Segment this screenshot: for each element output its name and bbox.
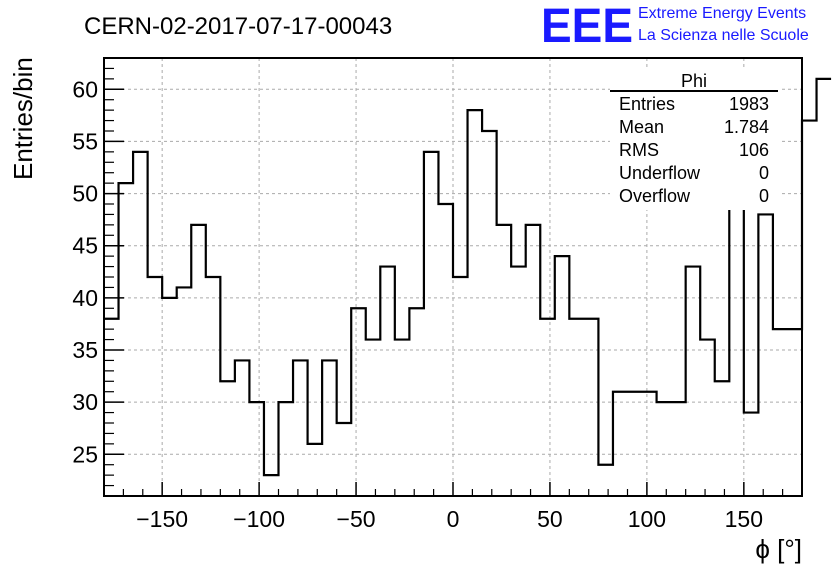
histogram-bin bbox=[584, 319, 599, 496]
histogram-bin bbox=[279, 402, 294, 496]
histogram-bin bbox=[191, 225, 206, 496]
histogram-bin bbox=[671, 402, 686, 496]
histogram-bin bbox=[598, 465, 613, 496]
stats-value-entries: 1983 bbox=[729, 94, 769, 114]
histogram-bin bbox=[758, 214, 773, 496]
stats-label-entries: Entries bbox=[619, 94, 675, 114]
histogram-bin bbox=[628, 392, 643, 496]
histogram-bin bbox=[511, 267, 526, 496]
histogram-bin bbox=[729, 162, 744, 496]
histogram-bin bbox=[380, 267, 395, 496]
plot-title: CERN-02-2017-07-17-00043 bbox=[84, 13, 392, 40]
histogram-bin bbox=[468, 110, 483, 496]
histogram-bin bbox=[438, 204, 453, 496]
stats-label-underflow: Underflow bbox=[619, 163, 701, 183]
histogram-bin bbox=[526, 225, 541, 496]
histogram-bin bbox=[744, 413, 759, 496]
histogram-bin bbox=[657, 402, 672, 496]
stats-box-background bbox=[610, 70, 780, 210]
histogram-bin bbox=[337, 423, 352, 496]
y-tick-label: 50 bbox=[72, 181, 98, 207]
histogram-bin bbox=[773, 329, 788, 496]
x-tick-label: −50 bbox=[337, 506, 376, 532]
histogram-bin bbox=[482, 131, 497, 496]
plot-frame bbox=[103, 57, 803, 497]
histogram-bin bbox=[235, 360, 250, 496]
y-tick-labels: 25 30 35 40 45 50 55 60 bbox=[72, 76, 98, 467]
x-tick-label: −100 bbox=[233, 506, 285, 532]
histogram-bin bbox=[715, 381, 730, 496]
histogram-bin bbox=[366, 340, 381, 496]
histogram-bin bbox=[148, 277, 163, 496]
histogram-bin bbox=[787, 329, 802, 496]
histogram-bin bbox=[642, 392, 657, 496]
histogram-outline bbox=[104, 77, 832, 477]
stats-label-mean: Mean bbox=[619, 117, 664, 137]
y-tick-label: 55 bbox=[72, 128, 98, 154]
histogram-bin bbox=[308, 444, 323, 496]
y-tick-label: 45 bbox=[72, 233, 98, 259]
histogram-bin bbox=[220, 381, 235, 496]
histogram-bin bbox=[424, 152, 439, 496]
y-tick-label: 35 bbox=[72, 337, 98, 363]
histogram-bin bbox=[700, 340, 715, 496]
logo-line-2: La Scienza nelle Scuole bbox=[638, 27, 809, 44]
histogram-bin bbox=[104, 319, 119, 496]
stats-value-rms: 106 bbox=[739, 140, 769, 160]
y-tick-label: 25 bbox=[72, 441, 98, 467]
y-axis-title: Entries/bin bbox=[8, 57, 38, 180]
y-tick-label: 60 bbox=[72, 76, 98, 102]
axis-ticks bbox=[103, 67, 803, 496]
x-tick-label: 100 bbox=[628, 506, 666, 532]
histogram-bin bbox=[395, 340, 410, 496]
histogram-bin bbox=[613, 392, 628, 496]
histogram-bin bbox=[817, 79, 832, 496]
stats-value-mean: 1.784 bbox=[724, 117, 769, 137]
histogram-bin bbox=[322, 360, 337, 496]
x-tick-label: 150 bbox=[725, 506, 763, 532]
histogram-bin bbox=[249, 402, 264, 496]
histogram-bin bbox=[540, 319, 555, 496]
histogram-bin bbox=[162, 298, 177, 496]
stats-box-title: Phi bbox=[681, 71, 707, 91]
x-tick-label: 0 bbox=[447, 506, 460, 532]
histogram-bin bbox=[686, 267, 701, 496]
stats-label-overflow: Overflow bbox=[619, 186, 691, 206]
stats-value-underflow: 0 bbox=[759, 163, 769, 183]
histogram-bin bbox=[264, 475, 279, 496]
histogram-bin bbox=[293, 360, 308, 496]
histogram-bin bbox=[409, 308, 424, 496]
histogram-bin bbox=[351, 308, 366, 496]
y-tick-label: 30 bbox=[72, 389, 98, 415]
y-tick-label: 40 bbox=[72, 285, 98, 311]
histogram-bin bbox=[555, 256, 570, 496]
logo-mark: EEE bbox=[541, 0, 633, 53]
histogram-bin bbox=[206, 277, 221, 496]
x-tick-label: −150 bbox=[136, 506, 188, 532]
x-tick-label: 50 bbox=[537, 506, 563, 532]
histogram-bin bbox=[453, 277, 468, 496]
stats-value-overflow: 0 bbox=[759, 186, 769, 206]
histogram-bin bbox=[119, 183, 134, 496]
logo-line-1: Extreme Energy Events bbox=[638, 5, 806, 22]
histogram-bin bbox=[133, 152, 148, 496]
histogram-bin bbox=[177, 287, 192, 496]
x-tick-labels: −150 −100 −50 0 50 100 150 bbox=[136, 506, 763, 532]
histogram-bin bbox=[802, 121, 817, 496]
stats-label-rms: RMS bbox=[619, 140, 659, 160]
stats-box: Phi Entries 1983 Mean 1.784 RMS 106 Unde… bbox=[610, 70, 780, 210]
histogram-bin bbox=[497, 225, 512, 496]
histogram-bin bbox=[569, 319, 584, 496]
x-axis-title: ϕ [°] bbox=[755, 534, 802, 564]
